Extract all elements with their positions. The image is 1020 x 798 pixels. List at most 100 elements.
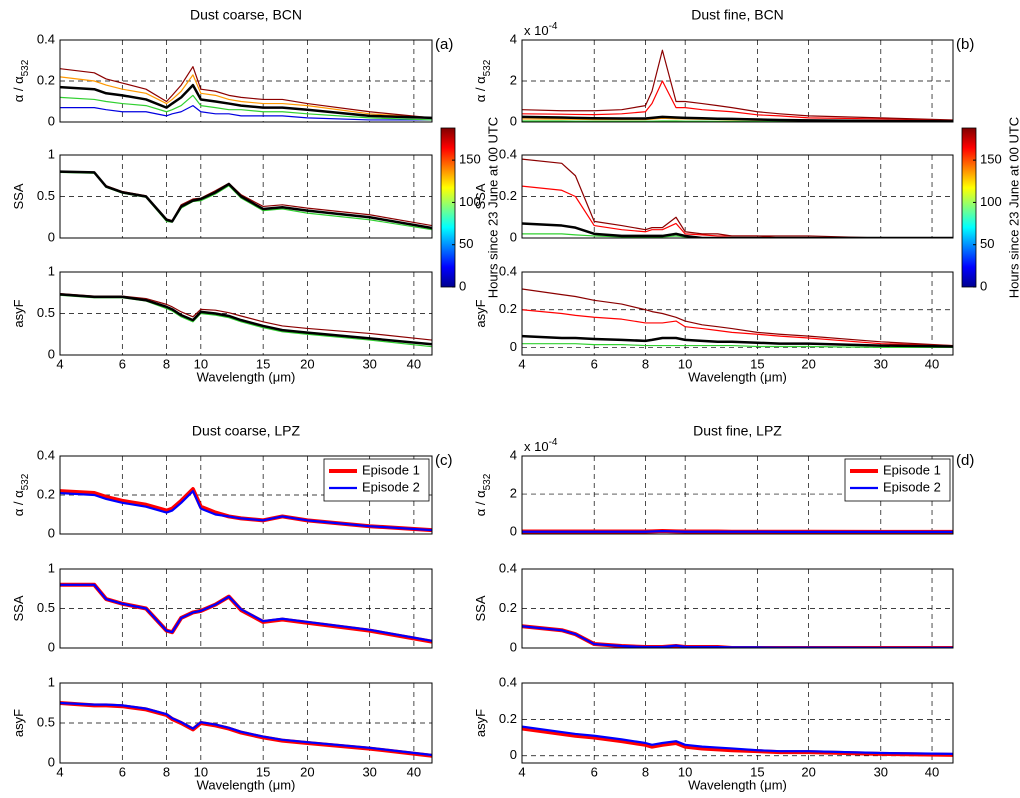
y-tick-label: 0 xyxy=(48,639,55,654)
x-tick-label: 15 xyxy=(750,356,764,371)
x-tick-label: 6 xyxy=(119,356,126,371)
data-line xyxy=(522,725,953,756)
y-tick-label: 0.4 xyxy=(499,560,517,575)
y-tick-label: 0.5 xyxy=(37,305,55,320)
y-axis-label-main: α / α xyxy=(11,490,26,516)
legend-label: Episode 1 xyxy=(362,462,420,477)
x-tick-label: 10 xyxy=(194,764,208,779)
data-line xyxy=(522,233,953,238)
colorbar-tick-label: 50 xyxy=(459,236,473,251)
x-axis-label: Wavelength (μm) xyxy=(688,369,787,384)
y-tick-label: 0.2 xyxy=(37,486,55,501)
y-tick-label: 0 xyxy=(510,339,517,354)
x-axis-label: Wavelength (μm) xyxy=(197,777,296,792)
x-tick-label: 30 xyxy=(874,356,888,371)
data-line xyxy=(522,49,953,121)
y-axis-label-sub: 532 xyxy=(482,473,493,490)
y-axis-label: asyF xyxy=(473,709,488,737)
data-line xyxy=(522,222,953,238)
y-axis-label-main: asyF xyxy=(473,709,488,737)
x-tick-label: 40 xyxy=(925,764,939,779)
y-tick-label: 4 xyxy=(510,31,517,46)
data-line xyxy=(60,293,432,346)
colorbar-tick-label: 150 xyxy=(980,152,1002,167)
y-tick-label: 0.4 xyxy=(499,146,517,161)
x-tick-label: 20 xyxy=(801,764,815,779)
data-line xyxy=(60,701,432,757)
y-tick-label: 0.2 xyxy=(499,600,517,615)
x-tick-label: 4 xyxy=(518,356,525,371)
y-tick-label: 2 xyxy=(510,72,517,87)
data-line xyxy=(60,94,432,121)
colorbar xyxy=(961,127,977,288)
y-tick-label: 0 xyxy=(48,229,55,244)
y-axis-label-sub: 532 xyxy=(482,59,493,76)
axes-frame xyxy=(59,455,433,535)
data-line xyxy=(522,334,953,348)
y-tick-label: 0.4 xyxy=(499,674,517,689)
y-tick-label: 0.5 xyxy=(37,714,55,729)
y-axis-label-sub: 532 xyxy=(20,59,31,76)
colorbar-tick-label: 100 xyxy=(459,194,481,209)
x-tick-label: 8 xyxy=(163,356,170,371)
panel-label: (c) xyxy=(435,452,453,469)
y-tick-label: 0 xyxy=(48,346,55,361)
axes-frame xyxy=(59,682,433,764)
colorbar-tick-label: 0 xyxy=(980,278,987,293)
chart-title: Dust fine, LPZ xyxy=(693,423,782,439)
y-tick-label: 0.5 xyxy=(37,600,55,615)
y-tick-label: 0 xyxy=(510,524,517,539)
x-tick-label: 8 xyxy=(642,356,649,371)
axes-frame xyxy=(59,271,433,356)
y-multiplier-base: x 10 xyxy=(524,23,549,38)
y-tick-label: 1 xyxy=(48,560,55,575)
y-tick-label: 0 xyxy=(48,754,55,769)
y-tick-label: 0.2 xyxy=(499,301,517,316)
axes-frame xyxy=(59,154,433,239)
panel-label: (a) xyxy=(435,36,453,53)
colorbar-label: Hours since 23 June at 00 UTC xyxy=(485,117,500,298)
y-axis-label-main: SSA xyxy=(11,183,26,209)
y-multiplier-base: x 10 xyxy=(524,439,549,454)
data-line xyxy=(522,80,953,121)
x-tick-label: 10 xyxy=(678,764,692,779)
y-axis-label: α / α532 xyxy=(11,59,31,102)
x-tick-label: 8 xyxy=(642,764,649,779)
x-tick-label: 30 xyxy=(362,356,376,371)
x-tick-label: 40 xyxy=(407,356,421,371)
data-line xyxy=(522,185,953,238)
y-axis-label: α / α532 xyxy=(473,59,493,102)
y-axis-label-main: asyF xyxy=(11,299,26,327)
axes-frame xyxy=(521,682,954,764)
data-line xyxy=(522,115,953,122)
x-tick-label: 4 xyxy=(56,764,63,779)
y-multiplier-exp: -4 xyxy=(549,21,558,32)
chart-title: Dust fine, BCN xyxy=(691,7,784,23)
y-axis-label: asyF xyxy=(473,299,488,327)
x-tick-label: 30 xyxy=(362,764,376,779)
x-tick-label: 15 xyxy=(256,764,270,779)
axes-frame xyxy=(521,568,954,649)
y-tick-label: 4 xyxy=(510,447,517,462)
x-tick-label: 4 xyxy=(56,356,63,371)
y-axis-label-main: asyF xyxy=(11,709,26,737)
y-tick-label: 0.5 xyxy=(37,188,55,203)
y-axis-label-main: α / α xyxy=(11,76,26,102)
y-tick-label: 1 xyxy=(48,263,55,278)
y-tick-label: 0.4 xyxy=(37,447,55,462)
y-tick-label: 1 xyxy=(48,674,55,689)
y-tick-label: 0 xyxy=(510,747,517,762)
y-multiplier-exp: -4 xyxy=(549,437,558,448)
y-axis-label-main: α / α xyxy=(473,490,488,516)
chart-title: Dust coarse, LPZ xyxy=(192,423,301,439)
colorbar-tick-label: 50 xyxy=(980,236,994,251)
x-tick-label: 20 xyxy=(300,356,314,371)
chart-title: Dust coarse, BCN xyxy=(190,7,302,23)
x-tick-label: 40 xyxy=(407,764,421,779)
x-tick-label: 6 xyxy=(591,764,598,779)
y-axis-label: SSA xyxy=(473,183,488,209)
x-tick-label: 6 xyxy=(591,356,598,371)
y-multiplier: x 10-4 xyxy=(524,21,558,38)
y-tick-label: 0.4 xyxy=(37,31,55,46)
panel-label: (d) xyxy=(956,452,974,469)
